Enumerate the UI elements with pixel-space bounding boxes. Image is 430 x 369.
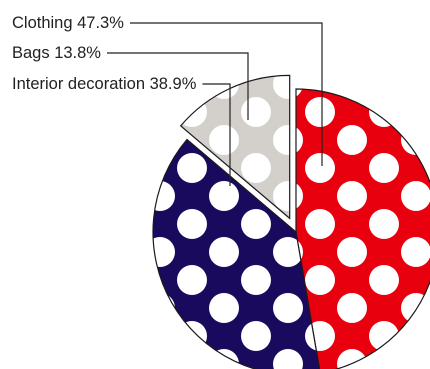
label-interior-decoration: Interior decoration 38.9% <box>12 75 197 93</box>
leader-line-clothing <box>129 22 323 166</box>
leader-line-interior-decoration <box>202 83 231 186</box>
pie-slice-interior-decoration <box>152 138 321 369</box>
pie-slice-clothing <box>295 88 430 369</box>
label-bags: Bags 13.8% <box>12 44 101 62</box>
leader-line-bags <box>106 52 249 120</box>
label-clothing: Clothing 47.3% <box>12 14 124 32</box>
